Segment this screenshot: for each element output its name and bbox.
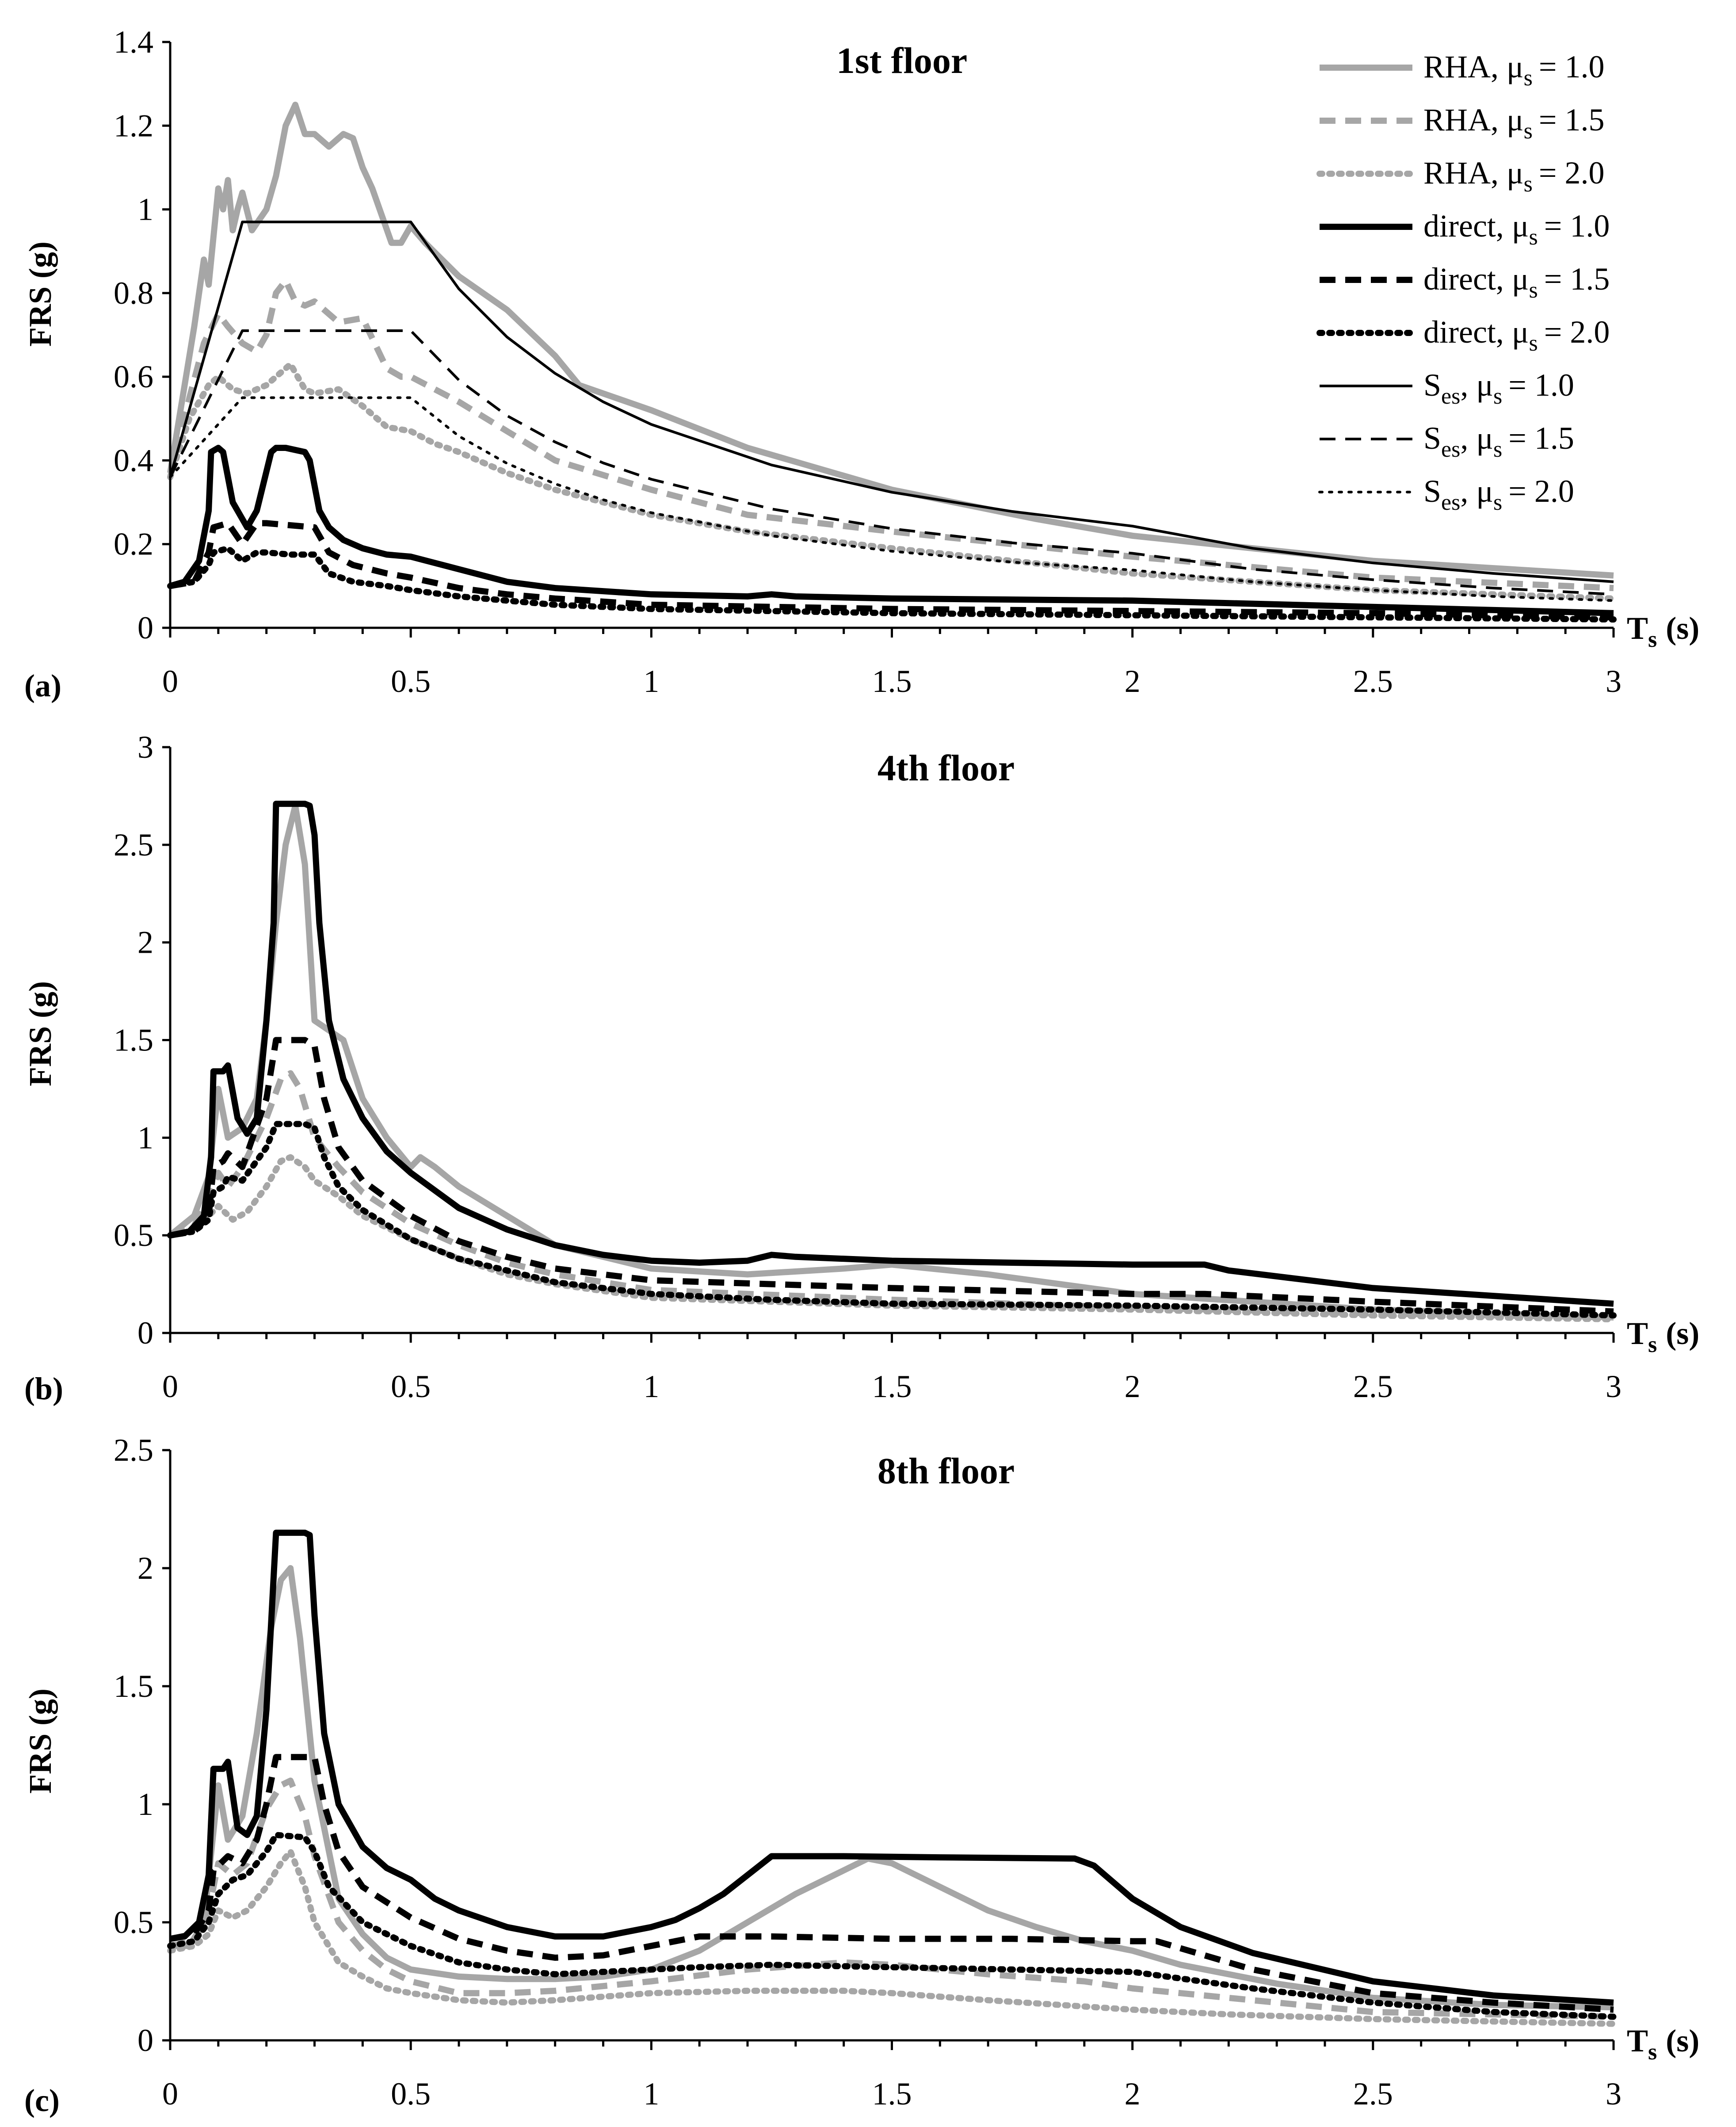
svg-text:Ses, μs= 2.0: Ses, μs = 2.0	[1423, 474, 1574, 515]
legend-entry: RHA, μs = 1.0	[1320, 49, 1604, 91]
series-line-dir10	[169, 445, 1614, 616]
y-tick-label: 0	[137, 610, 153, 645]
svg-text:RHA,μs= 2.0: RHA, μs = 2.0	[1423, 155, 1604, 197]
series-line-dir20	[167, 545, 1617, 623]
series-line-dir15	[169, 520, 1614, 621]
y-tick-label: 0	[137, 1315, 153, 1351]
panel-label: (c)	[24, 2083, 60, 2118]
y-tick-label: 2	[137, 1550, 153, 1586]
x-tick-label: 0	[162, 1369, 178, 1404]
series-line-rha15	[169, 1777, 1614, 2020]
y-tick-label: 0.8	[114, 275, 153, 311]
x-tick-label: 0.5	[391, 664, 431, 699]
y-tick-label: 2	[137, 925, 153, 960]
legend: RHA, μs = 1.0 RHA, μs = 1.5 RHA, μs = 2.0 dire…	[1316, 49, 1610, 515]
panel-c: 0 0.5 1 1.5 2 2.5 0 0.5 1 1.5 2 2.5 3 8th floor FRS …	[23, 1432, 1699, 2118]
legend-entry: direct, μs = 2.0	[1316, 314, 1610, 356]
series-line-dir20	[167, 1832, 1617, 2020]
y-tick-label: 2.5	[114, 827, 153, 863]
series-line-dir20	[167, 1121, 1617, 1319]
x-axis-label: Ts (s)	[1627, 1316, 1699, 1357]
y-tick-label: 0.5	[114, 1218, 153, 1253]
x-tick-label: 0.5	[391, 2076, 431, 2112]
x-tick-label: 1.5	[872, 1369, 912, 1404]
panel-title: 8th floor	[878, 1451, 1015, 1492]
y-tick-label: 1.5	[114, 1023, 153, 1058]
series-line-rha15	[167, 277, 1614, 592]
y-axis-label: FRS (g)	[23, 1688, 58, 1794]
svg-text:Ses, μs= 1.5: Ses, μs = 1.5	[1423, 420, 1574, 462]
y-tick-label: 1.5	[114, 1669, 153, 1704]
svg-text:RHA,μs= 1.5: RHA, μs = 1.5	[1423, 102, 1604, 144]
series-line-dir15	[169, 1037, 1614, 1315]
x-tick-label: 2	[1125, 664, 1141, 699]
x-axis-label: Ts (s)	[1627, 611, 1699, 652]
y-tick-label: 0	[137, 2023, 153, 2058]
x-tick-label: 0	[162, 2076, 178, 2112]
y-axis-label: FRS (g)	[23, 241, 58, 347]
x-tick-label: 2.5	[1353, 2076, 1393, 2112]
series-line-rha10	[167, 102, 1614, 579]
series-line-ses20	[169, 396, 1615, 602]
y-tick-label: 2.5	[114, 1432, 153, 1468]
y-tick-label: 0.5	[114, 1905, 153, 1940]
x-tick-label: 2.5	[1353, 664, 1393, 699]
panel-label: (b)	[24, 1371, 63, 1406]
y-tick-label: 1	[137, 1787, 153, 1822]
series-line-rha20	[167, 1154, 1617, 1323]
x-tick-label: 1.5	[872, 2076, 912, 2112]
y-tick-label: 1	[137, 1120, 153, 1155]
y-tick-label: 1.4	[114, 24, 153, 60]
x-tick-label: 2.5	[1353, 1369, 1393, 1404]
series-line-ses10	[169, 221, 1614, 583]
svg-text:direct,μs= 2.0: direct, μs = 2.0	[1423, 314, 1610, 356]
y-tick-label: 0.6	[114, 359, 153, 394]
series-line-ses15	[169, 329, 1614, 596]
legend-entry: RHA, μs = 1.5	[1320, 102, 1604, 144]
x-tick-label: 1.5	[872, 664, 912, 699]
x-tick-label: 1	[643, 664, 659, 699]
legend-entry: Ses, μs = 2.0	[1318, 474, 1574, 515]
series-line-dir15	[169, 1754, 1614, 2013]
panel-a: 0 0.2 0.4 0.6 0.8 1 1.2 1.4 0 0.5 1 1.5 2 2.5 3 1st fl…	[23, 24, 1699, 703]
x-tick-label: 0	[162, 664, 178, 699]
panel-label: (a)	[24, 668, 61, 703]
x-tick-label: 3	[1606, 2076, 1622, 2112]
y-tick-label: 0.2	[114, 527, 153, 562]
legend-entry: RHA, μs = 2.0	[1316, 155, 1604, 197]
svg-text:direct,μs= 1.0: direct, μs = 1.0	[1423, 208, 1610, 250]
x-tick-label: 3	[1606, 664, 1622, 699]
series-line-rha20	[167, 1848, 1617, 2027]
x-tick-label: 1	[643, 2076, 659, 2112]
series-line-dir10	[169, 1529, 1614, 2006]
svg-text:RHA,μs= 1.0: RHA, μs = 1.0	[1423, 49, 1604, 91]
legend-entry: Ses, μs = 1.0	[1320, 367, 1574, 409]
panel-title: 4th floor	[878, 748, 1015, 789]
legend-entry: direct, μs = 1.5	[1320, 261, 1610, 303]
x-tick-label: 2	[1125, 1369, 1141, 1404]
y-axis-label: FRS (g)	[23, 981, 58, 1086]
x-tick-label: 3	[1606, 1369, 1622, 1404]
svg-text:direct,μs= 1.5: direct, μs = 1.5	[1423, 261, 1610, 303]
svg-text:Ses, μs= 1.0: Ses, μs = 1.0	[1423, 367, 1574, 409]
panel-b: 0 0.5 1 1.5 2 2.5 3 0 0.5 1 1.5 2 2.5 3 4th floor FRS…	[23, 729, 1699, 1406]
x-tick-label: 1	[643, 1369, 659, 1404]
x-tick-label: 0.5	[391, 1369, 431, 1404]
legend-entry: direct, μs = 1.0	[1320, 208, 1610, 250]
series-line-dir10	[169, 801, 1614, 1307]
legend-entry: Ses, μs = 1.5	[1320, 420, 1574, 462]
y-tick-label: 1.2	[114, 108, 153, 143]
panel-title: 1st floor	[836, 40, 967, 81]
y-tick-label: 3	[137, 729, 153, 765]
x-axis-label: Ts (s)	[1627, 2023, 1699, 2065]
y-tick-label: 1	[137, 192, 153, 227]
x-tick-label: 2	[1125, 2076, 1141, 2112]
y-tick-label: 0.4	[114, 443, 153, 478]
